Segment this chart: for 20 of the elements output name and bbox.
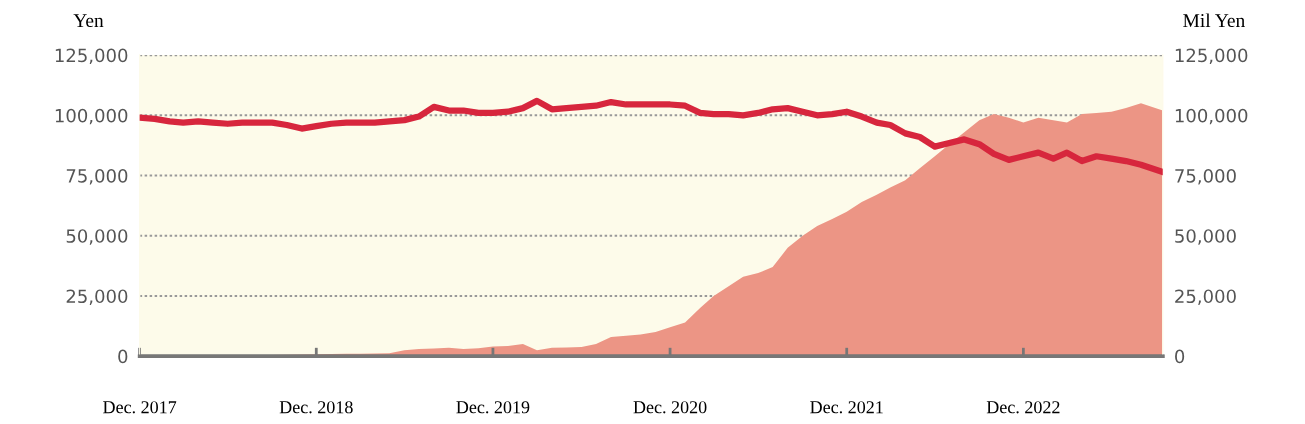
x-tick-label: Dec. 2019: [456, 401, 530, 414]
x-tick-label: Dec. 2022: [986, 401, 1060, 414]
y-tick-label: 0: [118, 349, 128, 364]
y2-tick-label: 75,000: [1175, 169, 1236, 185]
y-tick-label: 75,000: [66, 169, 128, 185]
y-tick-label: 100,000: [55, 108, 128, 125]
y2-axis-title: Mil Yen: [1183, 13, 1245, 28]
y2-tick-label: 100,000: [1175, 108, 1248, 125]
x-tick-label: Dec. 2018: [279, 401, 353, 414]
x-tick-label: Dec. 2017: [103, 401, 177, 414]
y2-tick-label: 25,000: [1175, 289, 1236, 305]
y-axis-title: Yen: [73, 14, 104, 28]
y-tick-label: 50,000: [66, 229, 128, 245]
y2-tick-label: 50,000: [1175, 229, 1236, 245]
y-tick-label: 25,000: [66, 289, 128, 305]
y2-tick-label: 125,000: [1175, 48, 1248, 65]
y2-tick-label: 0: [1175, 349, 1185, 364]
x-tick-label: Dec. 2020: [633, 401, 707, 414]
x-tick-label: Dec. 2021: [810, 401, 883, 414]
y-tick-label: 125,000: [55, 48, 128, 65]
